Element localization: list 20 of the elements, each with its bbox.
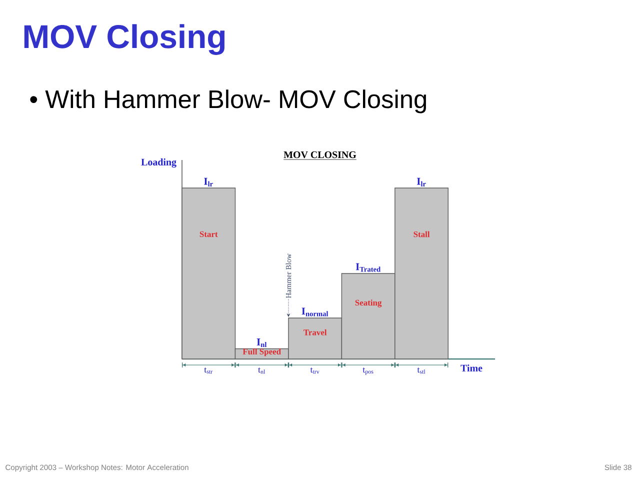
annotation: I$_{normal}$ [302, 308, 328, 316]
chart-title: MOV Closing [24, 24, 225, 55]
x-tick-label: t$_{pos}$ [362, 368, 374, 375]
annotation: Full Speed [242, 348, 281, 356]
x-tick-label: t$_{str}$ [204, 368, 213, 374]
annotation: I$_{Trated}$ [356, 263, 381, 272]
annotation: Stall [414, 231, 430, 238]
annotation: I$_{lr}$ [416, 178, 426, 186]
x-axis-title: Time [460, 364, 482, 372]
y-axis-title: Loading [141, 158, 176, 168]
annotation: Start [200, 231, 218, 238]
x-tick-label: t$_{stl}$ [417, 368, 426, 374]
x-tick-label: t$_{trv}$ [310, 368, 320, 374]
text: MOV CLOSING [284, 151, 356, 158]
annotation: Travel [304, 329, 327, 336]
annotation: I$_{lr}$ [204, 178, 213, 186]
x-tick-label: t$_{nl}$ [258, 368, 266, 374]
annotation: Seating [355, 300, 382, 308]
chart-subtitle: • With Hammer Blow- MOV Closing [30, 90, 426, 114]
annotation: I$_{nl}$ [256, 338, 267, 348]
